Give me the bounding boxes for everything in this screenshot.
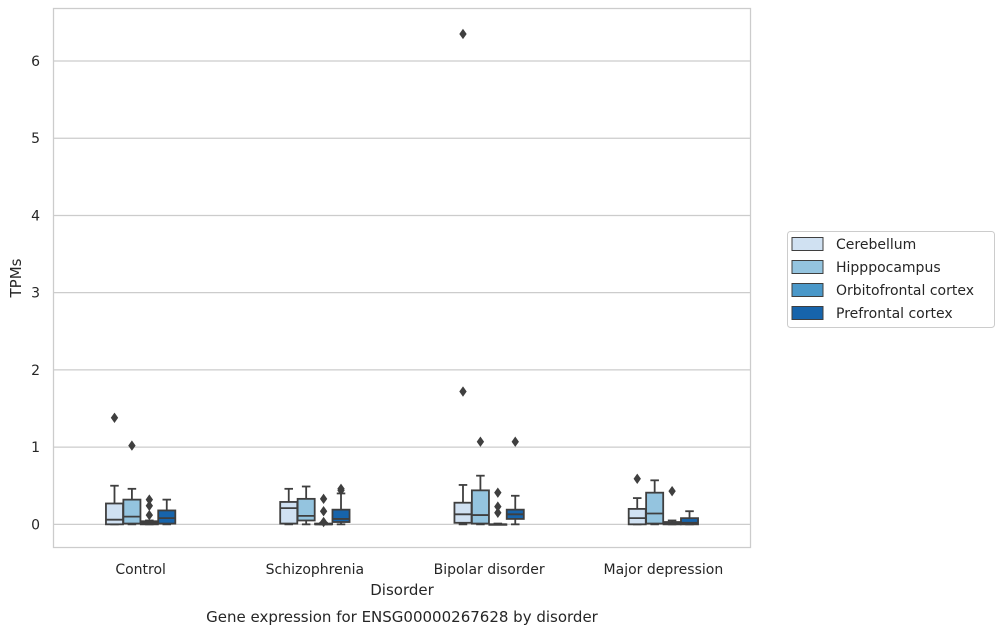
legend-swatch xyxy=(791,283,824,297)
outlier-point xyxy=(494,507,502,518)
box-iqr xyxy=(453,501,473,524)
box-iqr xyxy=(122,498,142,525)
x-axis-label: Disorder xyxy=(370,581,434,599)
box-iqr xyxy=(157,509,177,525)
box-cerebellum xyxy=(627,473,647,526)
box-iqr xyxy=(105,502,124,526)
legend-swatch xyxy=(791,237,824,251)
x-tick-label: Major depression xyxy=(604,562,724,578)
box-prefrontal-cortex xyxy=(505,436,525,526)
box-iqr xyxy=(470,489,490,525)
box-cerebellum xyxy=(105,412,124,526)
outlier-point xyxy=(145,494,154,505)
box-iqr xyxy=(627,507,647,526)
boxes-layer xyxy=(105,28,699,528)
box-orbitofrontal-cortex xyxy=(139,494,159,526)
box-hipppocampus xyxy=(470,436,490,526)
plot-area xyxy=(52,7,752,549)
outlier-point xyxy=(145,509,154,521)
box-prefrontal-cortex xyxy=(157,498,177,526)
outlier-point xyxy=(476,436,485,447)
outlier-point xyxy=(494,487,502,498)
box-orbitofrontal-cortex xyxy=(662,485,682,526)
legend-frame xyxy=(787,231,995,328)
outlier-point xyxy=(319,493,328,505)
y-tick-label: 4 xyxy=(31,208,40,224)
x-tick-labels: Control Schizophrenia Bipolar disorder Majo… xyxy=(115,562,723,578)
y-tick-label: 3 xyxy=(31,286,40,302)
box-prefrontal-cortex xyxy=(680,510,699,526)
outlier-point xyxy=(319,516,328,528)
y-tick-label: 5 xyxy=(31,131,40,147)
y-tick-label: 1 xyxy=(31,440,40,456)
box-orbitofrontal-cortex xyxy=(314,493,334,528)
box-iqr xyxy=(279,501,299,525)
x-tick-label: Bipolar disorder xyxy=(434,562,545,578)
legend-label: Orbitofrontal cortex xyxy=(836,283,974,299)
box-hipppocampus xyxy=(122,440,142,526)
box-hipppocampus xyxy=(296,485,316,526)
box-iqr xyxy=(331,508,351,523)
box-iqr xyxy=(680,517,699,526)
box-cerebellum xyxy=(279,487,299,526)
outlier-point xyxy=(319,506,328,517)
legend: Cerebellum Hipppocampus Orbitofrontal cort… xyxy=(787,231,995,328)
box-iqr xyxy=(296,497,316,522)
box-hipppocampus xyxy=(645,479,665,526)
legend-swatch xyxy=(791,260,824,274)
legend-label: Hipppocampus xyxy=(836,260,941,276)
outlier-point xyxy=(110,412,119,423)
legend-swatch xyxy=(791,306,824,320)
outlier-point xyxy=(668,485,676,497)
outlier-point xyxy=(511,436,519,447)
outlier-point xyxy=(459,386,467,397)
box-iqr xyxy=(645,491,665,525)
outlier-point xyxy=(337,483,345,495)
box-prefrontal-cortex xyxy=(331,483,351,526)
box-cerebellum xyxy=(453,28,473,526)
y-tick-label: 2 xyxy=(31,363,40,379)
y-gridlines xyxy=(53,60,751,525)
y-tick-label: 6 xyxy=(31,54,40,70)
outlier-point xyxy=(459,28,467,40)
legend-label: Prefrontal cortex xyxy=(836,306,953,322)
outlier-point xyxy=(494,501,502,512)
outlier-point xyxy=(145,500,154,511)
chart-caption: Gene expression for ENSG00000267628 by d… xyxy=(206,608,599,626)
box-orbitofrontal-cortex xyxy=(488,487,508,526)
outlier-point xyxy=(633,473,641,484)
legend-label: Cerebellum xyxy=(836,237,916,253)
y-axis-label: TPMs xyxy=(7,258,25,298)
y-tick-label: 0 xyxy=(31,517,40,533)
x-tick-label: Control xyxy=(115,562,166,578)
outlier-point xyxy=(128,440,136,451)
y-tick-labels: 0 1 2 3 4 5 6 xyxy=(31,54,40,533)
x-tick-label: Schizophrenia xyxy=(266,562,364,578)
